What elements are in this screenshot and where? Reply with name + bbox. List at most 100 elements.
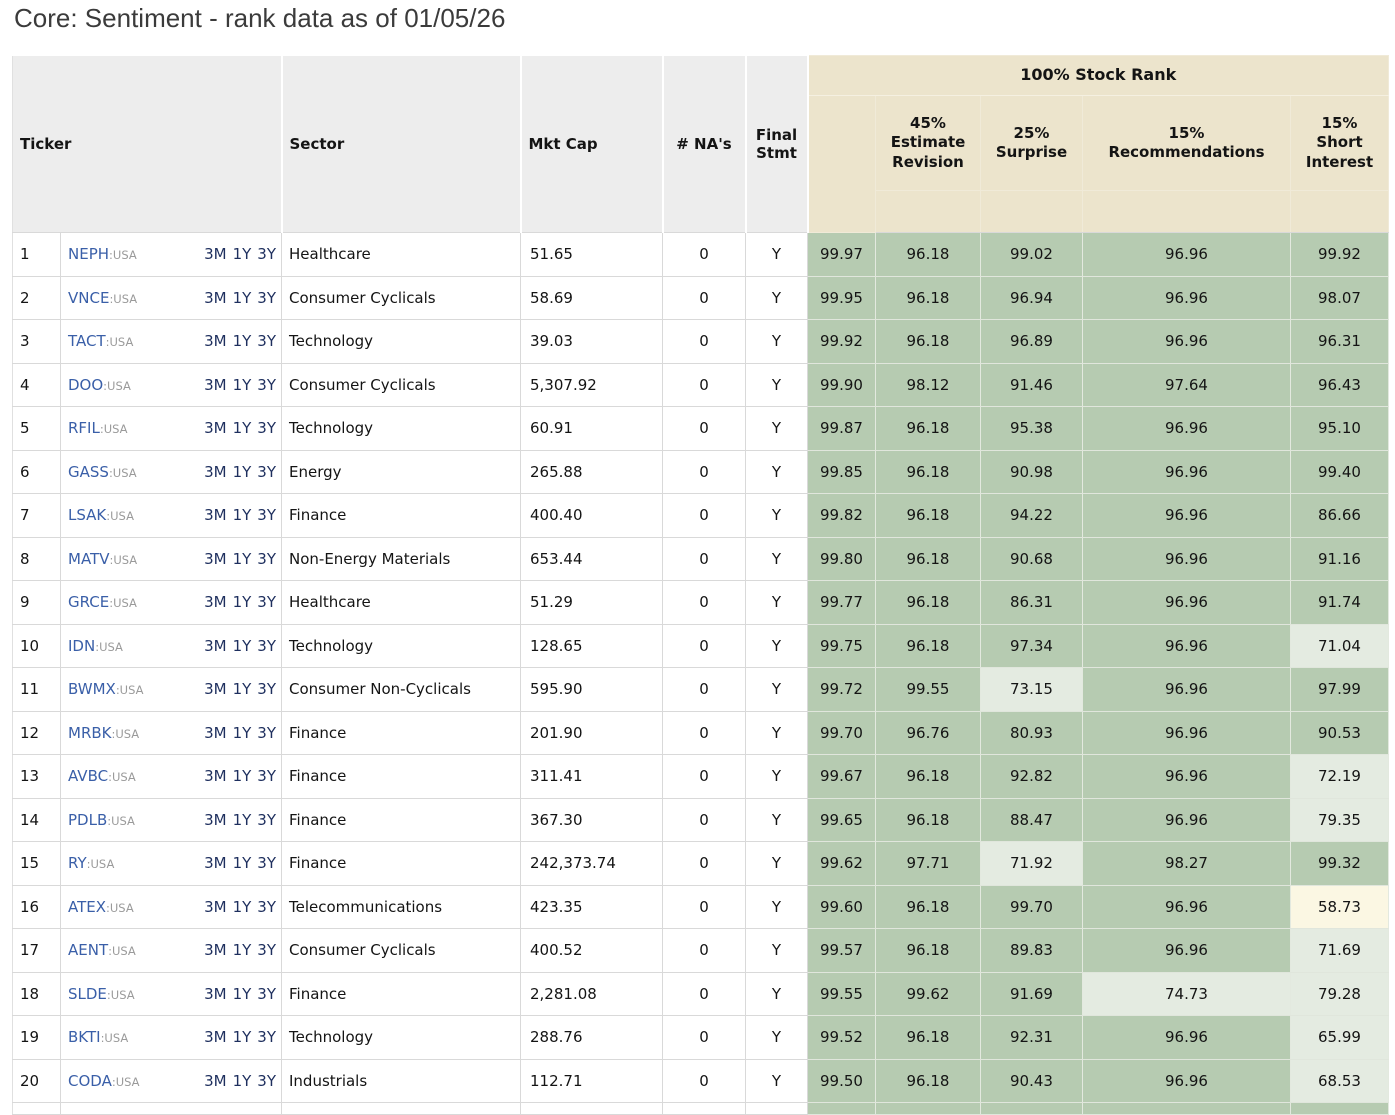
estimate-revision-cell: 96.18 bbox=[875, 1059, 981, 1103]
range-link-3m[interactable]: 3M bbox=[204, 549, 227, 568]
ticker-link[interactable]: ATEX bbox=[68, 897, 107, 916]
range-link-1y[interactable]: 1Y bbox=[232, 506, 252, 525]
range-link-3y[interactable]: 3Y bbox=[257, 506, 276, 525]
ticker-link[interactable]: AENT bbox=[68, 941, 109, 960]
range-link-1y[interactable]: 1Y bbox=[232, 984, 252, 1003]
ticker-link[interactable]: IDN bbox=[68, 636, 96, 655]
range-link-3y[interactable]: 3Y bbox=[257, 723, 276, 742]
col-header-final-stmt[interactable]: Final Stmt bbox=[745, 55, 809, 233]
range-link-3m[interactable]: 3M bbox=[204, 332, 227, 351]
range-link-1y[interactable]: 1Y bbox=[232, 549, 252, 568]
col-header-sector[interactable]: Sector bbox=[281, 55, 522, 233]
range-link-3m[interactable]: 3M bbox=[204, 245, 227, 264]
range-link-1y[interactable]: 1Y bbox=[232, 419, 252, 438]
range-link-1y[interactable]: 1Y bbox=[232, 636, 252, 655]
ticker-link[interactable]: MATV bbox=[68, 549, 110, 568]
col-header-ticker[interactable]: Ticker bbox=[12, 55, 283, 233]
range-link-3m[interactable]: 3M bbox=[204, 593, 227, 612]
range-link-1y[interactable]: 1Y bbox=[232, 375, 252, 394]
range-link-3m[interactable]: 3M bbox=[204, 636, 227, 655]
col-header-estimate-revision[interactable]: 45% Estimate Revision bbox=[875, 95, 981, 191]
ticker-link[interactable]: BKTI bbox=[68, 1028, 101, 1047]
range-link-1y[interactable]: 1Y bbox=[232, 332, 252, 351]
col-header-short-interest[interactable]: 15% Short Interest bbox=[1290, 95, 1389, 191]
range-link-1y[interactable]: 1Y bbox=[232, 593, 252, 612]
range-link-3y[interactable]: 3Y bbox=[257, 1028, 276, 1047]
range-link-3m[interactable]: 3M bbox=[204, 680, 227, 699]
range-link-3m[interactable]: 3M bbox=[204, 419, 227, 438]
range-link-1y[interactable]: 1Y bbox=[232, 245, 252, 264]
col-header-recommendations[interactable]: 15% Recommendations bbox=[1082, 95, 1291, 191]
range-link-3y[interactable]: 3Y bbox=[257, 549, 276, 568]
range-link-3m[interactable]: 3M bbox=[204, 767, 227, 786]
range-link-3m[interactable]: 3M bbox=[204, 897, 227, 916]
ticker-link[interactable]: NEPH bbox=[68, 245, 110, 264]
range-link-1y[interactable]: 1Y bbox=[232, 854, 252, 873]
range-link-3m[interactable]: 3M bbox=[204, 941, 227, 960]
table-row: 14 PDLB:USA 3M 1Y 3Y Finance 367.30 0 Y 99.65 96.1… bbox=[12, 798, 1389, 842]
range-link-3y[interactable]: 3Y bbox=[257, 941, 276, 960]
group-header-stock-rank[interactable]: 100% Stock Rank bbox=[807, 55, 1389, 96]
col-header-rank[interactable] bbox=[807, 95, 876, 233]
col-header-nas[interactable]: # NA's bbox=[662, 55, 747, 233]
range-link-3m[interactable]: 3M bbox=[204, 984, 227, 1003]
ticker-link[interactable]: VNCE bbox=[68, 288, 110, 307]
range-link-3m[interactable]: 3M bbox=[204, 288, 227, 307]
ticker-link[interactable]: RFIL bbox=[68, 419, 100, 438]
col-header-mkt-cap[interactable]: Mkt Cap bbox=[520, 55, 664, 233]
range-link-1y[interactable]: 1Y bbox=[232, 1028, 252, 1047]
range-link-1y[interactable]: 1Y bbox=[232, 767, 252, 786]
range-link-3y[interactable]: 3Y bbox=[257, 288, 276, 307]
ticker-link[interactable]: GRCE bbox=[68, 593, 110, 612]
ticker-link[interactable]: LSAK bbox=[68, 506, 107, 525]
nas-cell: 0 bbox=[662, 1059, 746, 1103]
ticker-link[interactable]: PDLB bbox=[68, 810, 108, 829]
short-interest-cell: 86.66 bbox=[1290, 493, 1389, 538]
range-link-3m[interactable]: 3M bbox=[204, 1028, 227, 1047]
ticker-link[interactable]: SLDE bbox=[68, 984, 107, 1003]
range-link-3m[interactable]: 3M bbox=[204, 854, 227, 873]
range-link-1y[interactable]: 1Y bbox=[232, 810, 252, 829]
range-link-3m[interactable]: 3M bbox=[204, 506, 227, 525]
range-link-3m[interactable]: 3M bbox=[204, 723, 227, 742]
ticker-link[interactable]: DOO bbox=[68, 375, 104, 394]
range-link-1y[interactable]: 1Y bbox=[232, 462, 252, 481]
range-link-3y[interactable]: 3Y bbox=[257, 680, 276, 699]
col-header-surprise[interactable]: 25% Surprise bbox=[980, 95, 1083, 191]
range-link-3m[interactable]: 3M bbox=[204, 375, 227, 394]
range-link-1y[interactable]: 1Y bbox=[232, 680, 252, 699]
range-link-3y[interactable]: 3Y bbox=[257, 419, 276, 438]
final-stmt-cell: Y bbox=[745, 406, 808, 451]
range-link-3m[interactable]: 3M bbox=[204, 1071, 227, 1090]
range-link-3y[interactable]: 3Y bbox=[257, 810, 276, 829]
range-link-1y[interactable]: 1Y bbox=[232, 941, 252, 960]
ticker-link[interactable]: AVBC bbox=[68, 767, 109, 786]
range-link-1y[interactable]: 1Y bbox=[232, 1071, 252, 1090]
range-link-3y[interactable]: 3Y bbox=[257, 854, 276, 873]
ticker-link[interactable]: TACT bbox=[68, 332, 106, 351]
ticker-link[interactable]: CODA bbox=[68, 1071, 112, 1090]
range-link-3y[interactable]: 3Y bbox=[257, 332, 276, 351]
header-spacer bbox=[875, 190, 981, 233]
ticker-link[interactable]: RY bbox=[68, 854, 87, 873]
ticker-link[interactable]: MRBK bbox=[68, 723, 112, 742]
ticker-link[interactable]: BWMX bbox=[68, 680, 116, 699]
range-link-3y[interactable]: 3Y bbox=[257, 462, 276, 481]
range-link-3y[interactable]: 3Y bbox=[257, 897, 276, 916]
range-link-3y[interactable]: 3Y bbox=[257, 245, 276, 264]
range-link-1y[interactable]: 1Y bbox=[232, 897, 252, 916]
short-interest-cell: 98.07 bbox=[1290, 276, 1389, 320]
range-link-3y[interactable]: 3Y bbox=[257, 636, 276, 655]
range-link-3m[interactable]: 3M bbox=[204, 462, 227, 481]
range-link-3y[interactable]: 3Y bbox=[257, 593, 276, 612]
range-link-1y[interactable]: 1Y bbox=[232, 723, 252, 742]
range-link-1y[interactable]: 1Y bbox=[232, 288, 252, 307]
final-stmt-cell: Y bbox=[745, 711, 808, 755]
range-link-3y[interactable]: 3Y bbox=[257, 767, 276, 786]
range-link-3y[interactable]: 3Y bbox=[257, 984, 276, 1003]
row-number-cell: 6 bbox=[12, 450, 61, 494]
range-link-3y[interactable]: 3Y bbox=[257, 375, 276, 394]
ticker-link[interactable]: GASS bbox=[68, 462, 109, 481]
range-link-3m[interactable]: 3M bbox=[204, 810, 227, 829]
range-link-3y[interactable]: 3Y bbox=[257, 1071, 276, 1090]
